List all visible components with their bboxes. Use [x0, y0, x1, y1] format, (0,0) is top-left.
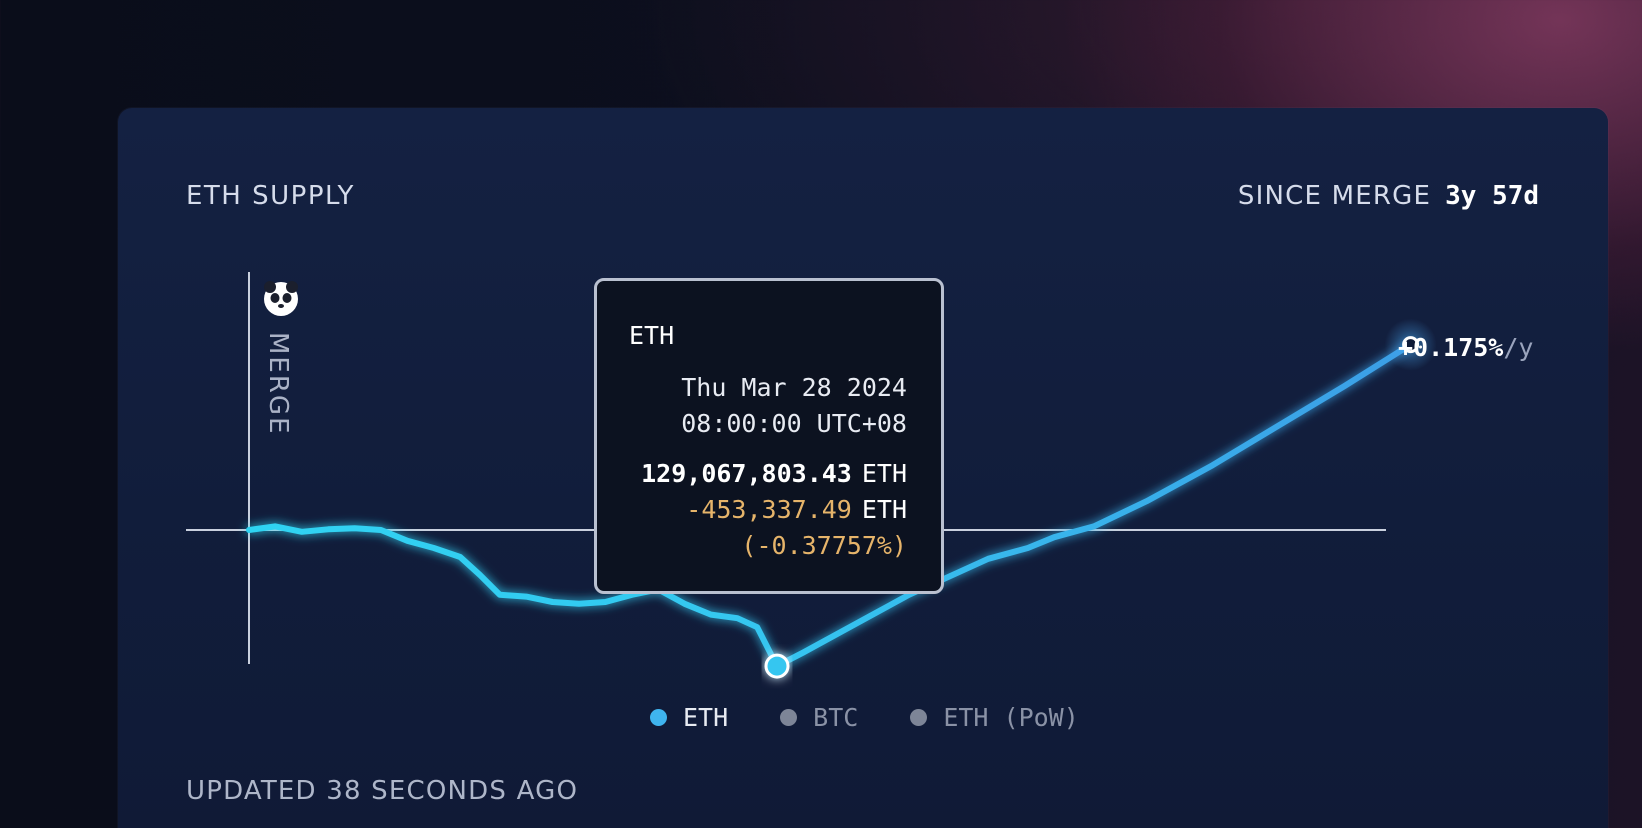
legend-item-btc[interactable]: BTC — [780, 703, 858, 732]
supply-rate-value: +0.175% — [1398, 333, 1504, 362]
tooltip-change: -453,337.49 ETH — [686, 495, 907, 524]
tooltip-change-unit: ETH — [861, 495, 907, 524]
updated-timestamp: UPDATED 38 SECONDS AGO — [186, 776, 579, 806]
supply-rate: +0.175%/y — [1398, 333, 1533, 362]
hover-point[interactable] — [764, 653, 790, 679]
panda-icon — [264, 281, 298, 316]
eth-series-line — [246, 341, 1414, 670]
legend-label-btc: BTC — [813, 703, 859, 732]
tooltip-date: Thu Mar 28 2024 — [681, 373, 907, 402]
tooltip-time: 08:00:00 UTC+08 — [681, 409, 907, 438]
since-merge-label: SINCE MERGE — [1237, 181, 1432, 211]
legend-dot-btc — [780, 709, 798, 726]
merge-label: MERGE — [263, 332, 293, 436]
legend-item-eth[interactable]: ETH — [650, 703, 728, 732]
legend-label-eth-pow: ETH (PoW) — [943, 703, 1079, 732]
since-merge-value: 3y 57d — [1445, 181, 1539, 211]
chart-tooltip: ETH Thu Mar 28 2024 08:00:00 UTC+08 129,… — [594, 278, 944, 594]
legend-label-eth: ETH — [683, 703, 729, 732]
tooltip-change-pct: (-0.37757%) — [741, 531, 907, 560]
card-title: ETH SUPPLY — [186, 181, 355, 211]
legend-item-eth-pow[interactable]: ETH (PoW) — [910, 703, 1079, 732]
supply-rate-unit: /y — [1503, 333, 1534, 362]
since-merge: SINCE MERGE 3y 57d — [1238, 181, 1539, 211]
legend-dot-eth — [650, 709, 667, 726]
latest-point[interactable] — [1402, 336, 1420, 354]
tooltip-supply: 129,067,803.43 ETH — [641, 459, 907, 488]
legend-dot-eth-pow — [910, 709, 928, 726]
tooltip-supply-unit: ETH — [861, 459, 907, 488]
tooltip-supply-value: 129,067,803.43 — [641, 459, 852, 488]
tooltip-change-value: -453,337.49 — [686, 495, 852, 524]
chart-legend: ETH BTC ETH (PoW) — [650, 703, 1079, 732]
tooltip-series: ETH — [629, 321, 675, 350]
